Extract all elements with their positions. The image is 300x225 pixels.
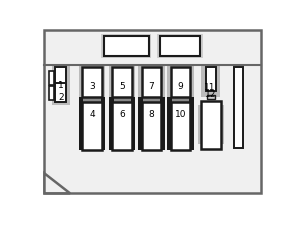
- Bar: [55, 83, 66, 102]
- Text: 7: 7: [148, 82, 154, 91]
- Bar: [142, 102, 161, 150]
- Bar: [138, 105, 165, 148]
- Text: 1: 1: [58, 81, 64, 90]
- Bar: [79, 105, 105, 148]
- Text: 4: 4: [89, 110, 95, 119]
- Text: 10: 10: [175, 110, 186, 119]
- Text: 3: 3: [89, 82, 95, 91]
- Bar: [109, 105, 136, 148]
- Polygon shape: [44, 173, 70, 193]
- Bar: [112, 67, 132, 97]
- Bar: [201, 101, 220, 149]
- Bar: [167, 97, 194, 150]
- Bar: [198, 105, 224, 144]
- Bar: [55, 67, 66, 89]
- Bar: [50, 86, 55, 100]
- Bar: [112, 102, 132, 150]
- Text: 9: 9: [178, 82, 183, 91]
- Bar: [171, 102, 190, 150]
- Bar: [206, 67, 216, 91]
- Bar: [206, 102, 215, 106]
- Bar: [83, 98, 101, 149]
- Bar: [172, 98, 189, 149]
- Bar: [52, 77, 70, 105]
- Text: 2: 2: [58, 93, 64, 102]
- Bar: [171, 67, 190, 97]
- Bar: [52, 64, 70, 94]
- Bar: [82, 67, 102, 97]
- Bar: [114, 98, 131, 149]
- Text: 6: 6: [119, 110, 125, 119]
- Bar: [109, 97, 136, 150]
- Bar: [234, 67, 243, 148]
- Bar: [143, 98, 160, 149]
- Bar: [104, 36, 149, 56]
- Text: 5: 5: [119, 82, 125, 91]
- Bar: [206, 95, 215, 99]
- Bar: [79, 97, 105, 150]
- Bar: [167, 105, 194, 148]
- Bar: [201, 64, 220, 97]
- Bar: [109, 64, 136, 100]
- Bar: [232, 66, 244, 149]
- Bar: [50, 71, 55, 85]
- Bar: [142, 67, 161, 97]
- Text: 11: 11: [204, 83, 215, 92]
- Bar: [101, 34, 152, 58]
- Bar: [138, 97, 165, 150]
- Bar: [79, 64, 105, 100]
- Bar: [160, 36, 200, 56]
- Text: 8: 8: [148, 110, 154, 119]
- Text: 12: 12: [205, 90, 216, 99]
- Bar: [167, 64, 194, 100]
- Bar: [82, 102, 102, 150]
- Bar: [157, 34, 203, 58]
- Bar: [138, 64, 165, 100]
